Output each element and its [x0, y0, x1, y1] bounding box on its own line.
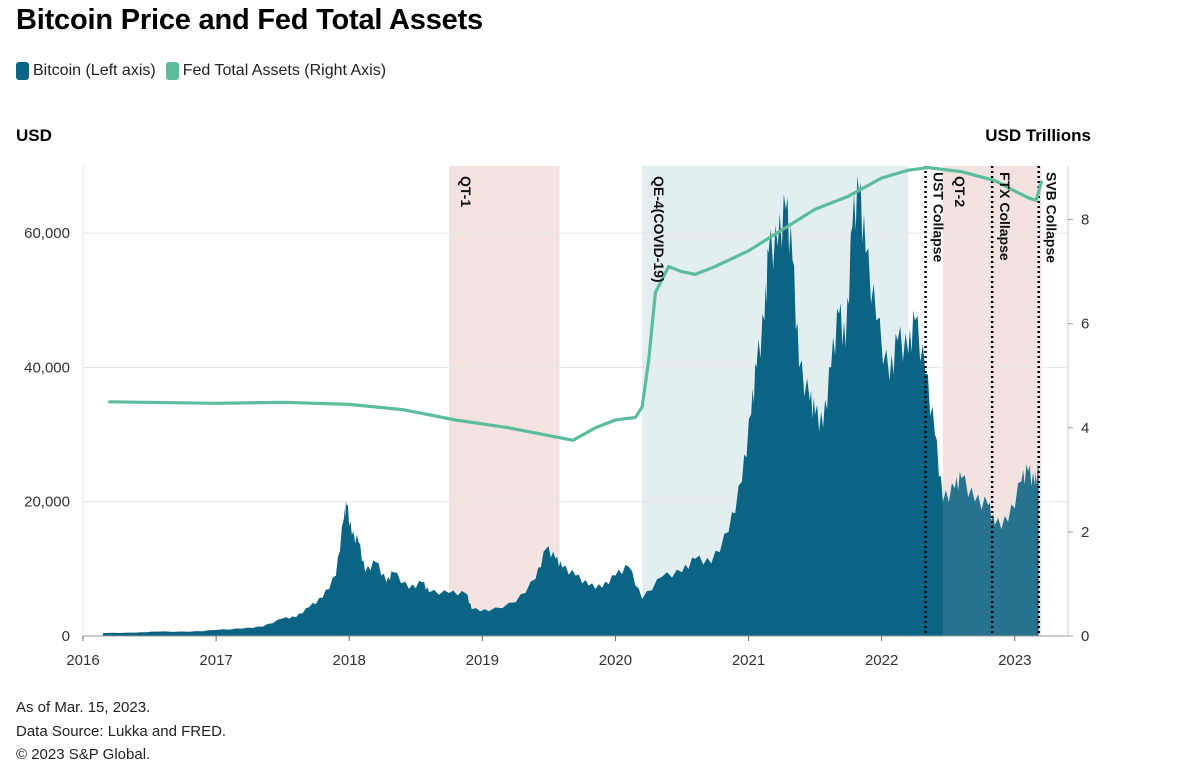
legend-item-fed: Fed Total Assets (Right Axis) [165, 62, 387, 80]
event-label: UST Collapse [931, 172, 947, 262]
legend-item-bitcoin: Bitcoin (Left axis) [16, 62, 156, 80]
x-tick-label: 2023 [998, 652, 1031, 669]
left-tick-label: 40,000 [24, 359, 70, 376]
right-axis-unit: USD Trillions [985, 126, 1091, 145]
fed-series [108, 166, 1043, 442]
shaded-period-qt-1 [449, 166, 560, 636]
period-label: QE-4(COVID-19) [651, 176, 667, 283]
period-label: QT-1 [458, 176, 474, 207]
event-lines [924, 166, 1040, 636]
right-tick-label: 0 [1081, 628, 1089, 645]
x-tick-label: 2021 [732, 652, 765, 669]
left-tick-label: 20,000 [24, 494, 70, 511]
x-tick-label: 2022 [865, 652, 898, 669]
event-label: FTX Collapse [997, 172, 1013, 261]
x-tick-label: 2019 [466, 652, 499, 669]
right-tick-label: 6 [1081, 316, 1089, 333]
x-tick-label: 2018 [333, 652, 366, 669]
fed-line [108, 166, 1043, 442]
right-tick-label: 4 [1081, 420, 1089, 437]
chart-title: Bitcoin Price and Fed Total Assets [16, 4, 483, 36]
period-label: QT-2 [952, 176, 968, 207]
x-tick-label: 2016 [66, 652, 99, 669]
left-tick-label: 60,000 [24, 225, 70, 242]
event-label: SVB Collapse [1044, 172, 1060, 263]
legend-label-fed: Fed Total Assets (Right Axis) [182, 62, 387, 79]
legend-label-bitcoin: Bitcoin (Left axis) [33, 62, 156, 79]
right-tick-label: 2 [1081, 524, 1089, 541]
legend: Bitcoin (Left axis) Fed Total Assets (Ri… [16, 62, 396, 80]
left-tick-label: 0 [62, 628, 70, 645]
x-tick-label: 2020 [599, 652, 632, 669]
footer-copyright: © 2023 S&P Global. [16, 746, 151, 763]
x-tick-label: 2017 [199, 652, 232, 669]
left-axis-unit: USD [16, 126, 52, 145]
right-tick-label: 8 [1081, 212, 1089, 229]
legend-swatch-fed [165, 62, 179, 80]
period-labels: QT-1 QE-4(COVID-19) QT-2 UST Collapse FTX Co… [458, 172, 1060, 283]
bitcoin-area [102, 175, 1039, 636]
footer: As of Mar. 15, 2023. Data Source: Lukka … [16, 696, 226, 767]
legend-swatch-bitcoin [16, 62, 29, 80]
footer-as-of: As of Mar. 15, 2023. [16, 699, 151, 716]
footer-source: Data Source: Lukka and FRED. [16, 722, 227, 740]
